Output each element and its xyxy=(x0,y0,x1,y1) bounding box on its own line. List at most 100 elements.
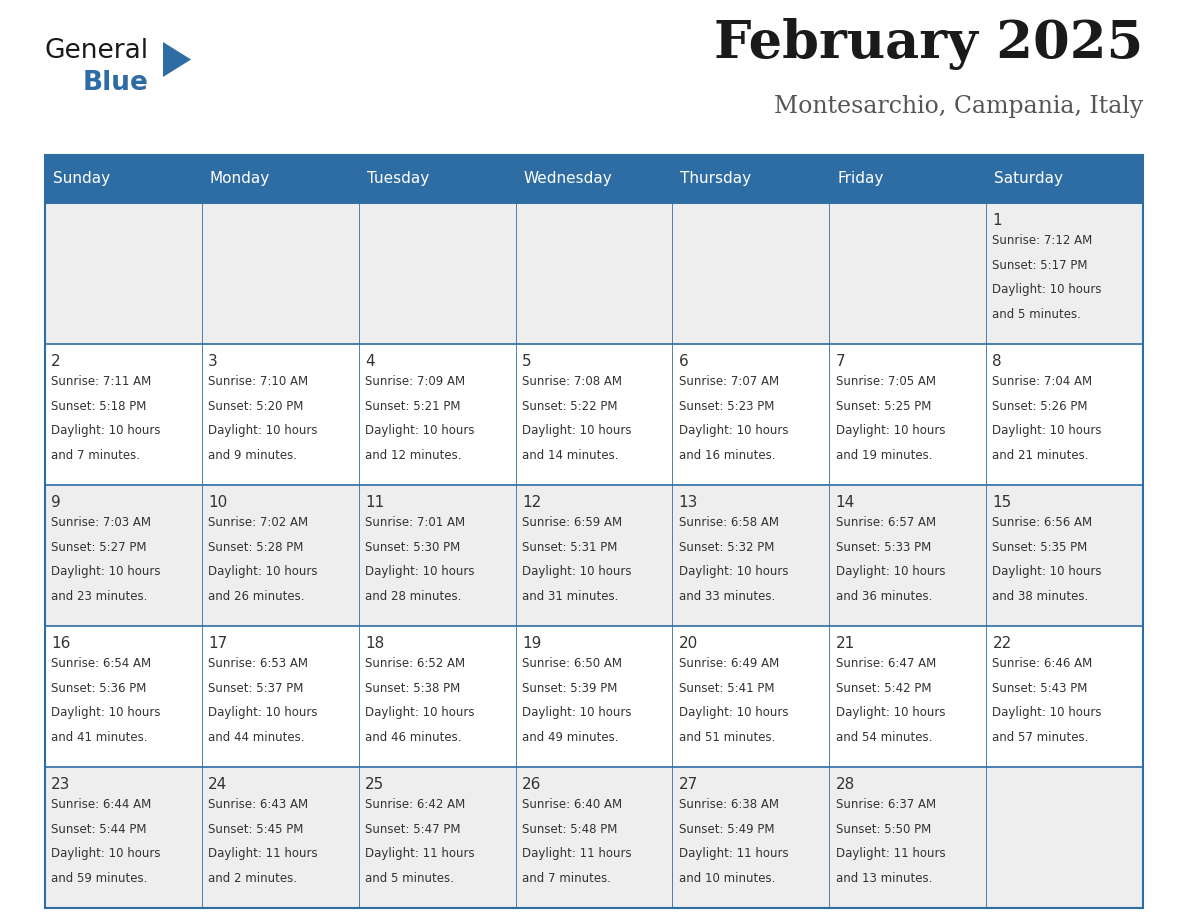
Text: 6: 6 xyxy=(678,353,689,369)
Text: Sunrise: 7:12 AM: Sunrise: 7:12 AM xyxy=(992,234,1093,247)
Text: 18: 18 xyxy=(365,636,384,651)
Bar xyxy=(359,485,516,626)
Text: Sunday: Sunday xyxy=(52,172,110,186)
Text: and 54 minutes.: and 54 minutes. xyxy=(835,731,931,744)
Text: Sunset: 5:28 PM: Sunset: 5:28 PM xyxy=(208,541,303,554)
Text: Sunset: 5:39 PM: Sunset: 5:39 PM xyxy=(522,682,618,695)
Text: Saturday: Saturday xyxy=(994,172,1063,186)
Text: Sunset: 5:37 PM: Sunset: 5:37 PM xyxy=(208,682,303,695)
Text: Sunset: 5:32 PM: Sunset: 5:32 PM xyxy=(678,541,775,554)
Text: 22: 22 xyxy=(992,636,1012,651)
Text: Sunrise: 6:47 AM: Sunrise: 6:47 AM xyxy=(835,657,936,670)
Text: 26: 26 xyxy=(522,777,542,792)
Text: 28: 28 xyxy=(835,777,855,792)
Text: Daylight: 10 hours: Daylight: 10 hours xyxy=(678,565,788,578)
Text: Sunrise: 6:42 AM: Sunrise: 6:42 AM xyxy=(365,798,466,811)
Bar xyxy=(986,155,1143,203)
Text: 13: 13 xyxy=(678,495,699,509)
Text: Daylight: 10 hours: Daylight: 10 hours xyxy=(992,424,1102,437)
Text: Sunset: 5:22 PM: Sunset: 5:22 PM xyxy=(522,399,618,413)
Bar xyxy=(516,626,672,767)
Text: Sunrise: 6:57 AM: Sunrise: 6:57 AM xyxy=(835,516,936,529)
Text: and 16 minutes.: and 16 minutes. xyxy=(678,449,776,462)
Text: Daylight: 10 hours: Daylight: 10 hours xyxy=(522,706,631,720)
Bar xyxy=(359,344,516,485)
Text: and 46 minutes.: and 46 minutes. xyxy=(365,731,461,744)
Text: Sunrise: 6:59 AM: Sunrise: 6:59 AM xyxy=(522,516,623,529)
Text: and 5 minutes.: and 5 minutes. xyxy=(365,872,454,885)
Text: 12: 12 xyxy=(522,495,541,509)
Bar xyxy=(516,155,672,203)
Text: 25: 25 xyxy=(365,777,384,792)
Text: Daylight: 11 hours: Daylight: 11 hours xyxy=(208,847,317,860)
Text: Sunrise: 6:46 AM: Sunrise: 6:46 AM xyxy=(992,657,1093,670)
Text: and 7 minutes.: and 7 minutes. xyxy=(522,872,611,885)
Text: and 41 minutes.: and 41 minutes. xyxy=(51,731,147,744)
Text: 27: 27 xyxy=(678,777,699,792)
Text: Monday: Monday xyxy=(210,172,270,186)
Text: Sunset: 5:33 PM: Sunset: 5:33 PM xyxy=(835,541,931,554)
Text: 8: 8 xyxy=(992,353,1001,369)
Text: Daylight: 11 hours: Daylight: 11 hours xyxy=(835,847,946,860)
Text: 15: 15 xyxy=(992,495,1012,509)
Text: Sunrise: 6:50 AM: Sunrise: 6:50 AM xyxy=(522,657,621,670)
Bar xyxy=(516,203,672,344)
Polygon shape xyxy=(163,42,191,77)
Text: Sunrise: 6:43 AM: Sunrise: 6:43 AM xyxy=(208,798,308,811)
Text: and 7 minutes.: and 7 minutes. xyxy=(51,449,140,462)
Bar xyxy=(986,344,1143,485)
Text: 5: 5 xyxy=(522,353,531,369)
Text: Daylight: 10 hours: Daylight: 10 hours xyxy=(365,424,474,437)
Text: Sunset: 5:35 PM: Sunset: 5:35 PM xyxy=(992,541,1088,554)
Text: Daylight: 10 hours: Daylight: 10 hours xyxy=(992,565,1102,578)
Bar xyxy=(672,485,829,626)
Text: Sunset: 5:26 PM: Sunset: 5:26 PM xyxy=(992,399,1088,413)
Text: Daylight: 10 hours: Daylight: 10 hours xyxy=(835,706,946,720)
Bar xyxy=(829,344,986,485)
Bar xyxy=(829,485,986,626)
Bar xyxy=(672,344,829,485)
Text: Sunrise: 7:01 AM: Sunrise: 7:01 AM xyxy=(365,516,466,529)
Text: Sunrise: 6:37 AM: Sunrise: 6:37 AM xyxy=(835,798,936,811)
Text: Sunset: 5:23 PM: Sunset: 5:23 PM xyxy=(678,399,775,413)
Bar xyxy=(986,626,1143,767)
Text: Daylight: 10 hours: Daylight: 10 hours xyxy=(992,284,1102,297)
Text: 4: 4 xyxy=(365,353,374,369)
Text: Sunrise: 7:07 AM: Sunrise: 7:07 AM xyxy=(678,375,779,388)
Text: Sunset: 5:27 PM: Sunset: 5:27 PM xyxy=(51,541,147,554)
Bar xyxy=(45,203,202,344)
Text: Friday: Friday xyxy=(838,172,884,186)
Text: 24: 24 xyxy=(208,777,227,792)
Text: Sunrise: 7:03 AM: Sunrise: 7:03 AM xyxy=(51,516,151,529)
Text: Sunrise: 6:58 AM: Sunrise: 6:58 AM xyxy=(678,516,778,529)
Text: 11: 11 xyxy=(365,495,384,509)
Text: Thursday: Thursday xyxy=(681,172,751,186)
Text: Sunrise: 7:11 AM: Sunrise: 7:11 AM xyxy=(51,375,152,388)
Text: Daylight: 11 hours: Daylight: 11 hours xyxy=(678,847,789,860)
Text: and 26 minutes.: and 26 minutes. xyxy=(208,590,304,603)
Text: and 57 minutes.: and 57 minutes. xyxy=(992,731,1088,744)
Text: Daylight: 10 hours: Daylight: 10 hours xyxy=(992,706,1102,720)
Text: 7: 7 xyxy=(835,353,845,369)
Text: Daylight: 10 hours: Daylight: 10 hours xyxy=(51,565,160,578)
Text: 2: 2 xyxy=(51,353,61,369)
Text: 3: 3 xyxy=(208,353,217,369)
Text: Sunrise: 6:53 AM: Sunrise: 6:53 AM xyxy=(208,657,308,670)
Bar xyxy=(45,155,1143,908)
Text: Sunset: 5:21 PM: Sunset: 5:21 PM xyxy=(365,399,461,413)
Bar xyxy=(45,626,202,767)
Text: 16: 16 xyxy=(51,636,70,651)
Bar xyxy=(202,767,359,908)
Text: and 19 minutes.: and 19 minutes. xyxy=(835,449,933,462)
Text: Sunrise: 7:08 AM: Sunrise: 7:08 AM xyxy=(522,375,621,388)
Text: Sunset: 5:42 PM: Sunset: 5:42 PM xyxy=(835,682,931,695)
Text: Montesarchio, Campania, Italy: Montesarchio, Campania, Italy xyxy=(773,95,1143,118)
Text: and 23 minutes.: and 23 minutes. xyxy=(51,590,147,603)
Text: Sunset: 5:30 PM: Sunset: 5:30 PM xyxy=(365,541,460,554)
Text: and 49 minutes.: and 49 minutes. xyxy=(522,731,618,744)
Text: Sunset: 5:38 PM: Sunset: 5:38 PM xyxy=(365,682,460,695)
Text: Blue: Blue xyxy=(83,70,148,96)
Text: and 51 minutes.: and 51 minutes. xyxy=(678,731,775,744)
Text: 19: 19 xyxy=(522,636,542,651)
Text: and 9 minutes.: and 9 minutes. xyxy=(208,449,297,462)
